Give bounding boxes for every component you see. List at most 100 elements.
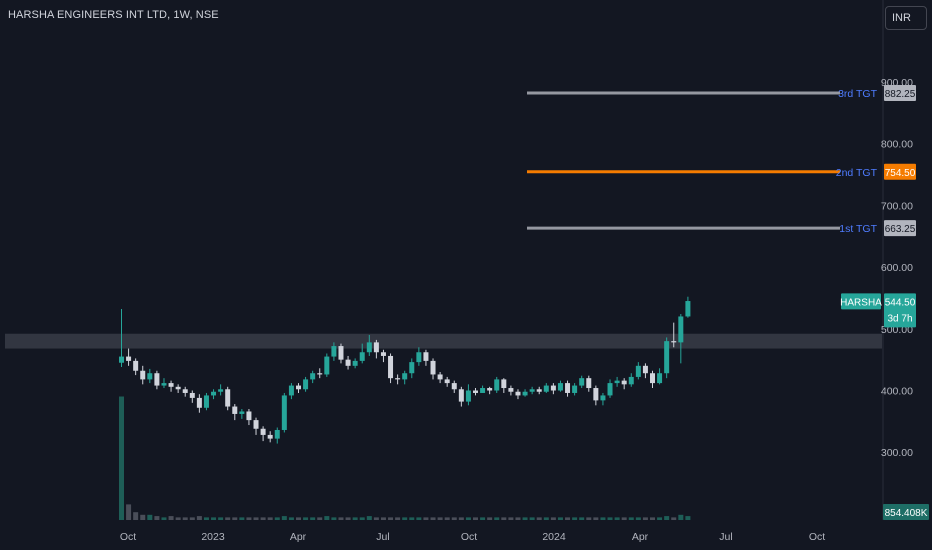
volume-bar <box>331 517 337 520</box>
candle-body <box>246 411 252 421</box>
candle-body <box>642 365 648 374</box>
candle-body <box>430 360 436 375</box>
x-tick-label: Apr <box>290 531 307 543</box>
candle-body <box>232 406 238 414</box>
volume-bar <box>586 517 592 520</box>
x-tick-label: 2023 <box>201 531 225 543</box>
volume-bar <box>225 517 231 520</box>
target-price-value: 754.50 <box>885 168 916 179</box>
candle-body <box>678 316 684 343</box>
candle-body <box>465 390 471 402</box>
x-tick-label: 2024 <box>542 531 566 543</box>
volume-bar <box>628 517 634 520</box>
y-tick-label: 800.00 <box>881 139 913 151</box>
x-tick-label: Oct <box>120 531 136 543</box>
volume-bar <box>607 517 613 520</box>
candle-body <box>253 420 259 429</box>
currency-button[interactable]: INR <box>885 6 927 30</box>
volume-bar <box>359 517 365 520</box>
volume-bar <box>253 517 259 520</box>
volume-bar <box>451 517 457 520</box>
volume-bar <box>402 517 408 520</box>
candle-body <box>685 301 691 317</box>
candle-body <box>487 388 493 391</box>
candle-body <box>380 352 386 356</box>
last-price-tag <box>884 293 916 328</box>
y-tick-label: 300.00 <box>881 447 913 459</box>
target-label: 3rd TGT <box>838 88 877 100</box>
candle-body <box>522 391 528 396</box>
volume-bar <box>288 517 294 520</box>
symbol-tag-text: HARSHA <box>840 297 882 308</box>
volume-bar <box>203 517 209 520</box>
volume-bar <box>232 517 238 520</box>
target-price-tag <box>884 163 916 180</box>
candle-body <box>366 342 372 353</box>
volume-bar <box>119 396 124 520</box>
candle-body <box>494 379 500 391</box>
volume-bar <box>338 517 344 520</box>
volume-bar <box>650 517 655 520</box>
candle-body <box>444 379 450 384</box>
last-price-value: 544.50 <box>885 297 916 308</box>
volume-bar <box>409 517 415 520</box>
candle-body <box>196 397 202 408</box>
volume-bar <box>196 516 202 520</box>
volume-bar <box>182 517 188 520</box>
x-tick-label: Jul <box>376 531 389 543</box>
resistance-zone <box>5 333 882 349</box>
volume-bar <box>140 514 146 520</box>
volume-bar <box>657 517 663 520</box>
volume-bar <box>373 517 379 520</box>
volume-bar <box>437 517 443 520</box>
candle-body <box>133 360 139 371</box>
candle-body <box>480 388 486 393</box>
candle-body <box>550 385 556 391</box>
x-tick-label: Apr <box>632 531 649 543</box>
volume-bar <box>550 517 556 520</box>
candle-body <box>203 395 209 408</box>
volume-bar <box>218 517 224 520</box>
y-tick-label: 600.00 <box>881 262 913 274</box>
candle-body <box>593 388 599 401</box>
volume-bar <box>465 517 471 520</box>
target-price-value: 882.25 <box>885 89 916 100</box>
candle-body <box>600 395 606 401</box>
candle-body <box>345 359 351 366</box>
candle-body <box>154 373 160 386</box>
volume-bar <box>317 517 323 520</box>
candle-body <box>395 378 401 380</box>
candle-body <box>572 385 578 393</box>
candle-body <box>161 383 167 386</box>
volume-bar <box>281 516 287 520</box>
volume-bar <box>579 517 585 520</box>
volume-bar <box>473 517 478 520</box>
volume-bar <box>487 517 493 520</box>
candle-body <box>267 434 273 439</box>
volume-tag <box>883 504 929 520</box>
volume-bar <box>380 517 386 520</box>
candle-body <box>189 392 195 398</box>
volume-bar <box>423 517 429 520</box>
target-price-tag <box>884 220 916 237</box>
y-tick-label: 400.00 <box>881 386 913 398</box>
volume-bar <box>444 517 450 520</box>
target-label: 1st TGT <box>839 223 877 235</box>
candle-body <box>664 341 670 374</box>
volume-bar <box>296 517 301 520</box>
volume-bar <box>572 517 578 520</box>
y-tick-label: 700.00 <box>881 200 913 212</box>
candle-body <box>508 388 514 392</box>
candle-body <box>296 385 301 390</box>
candle-body <box>515 391 521 396</box>
volume-bar <box>614 517 620 520</box>
candle-body <box>458 389 464 402</box>
volume-bar <box>600 517 606 520</box>
candle-body <box>218 389 224 392</box>
candle-body <box>437 374 443 380</box>
candle-body <box>288 385 294 396</box>
symbol-title: HARSHA ENGINEERS INT LTD, 1W, NSE <box>8 9 219 21</box>
volume-bar <box>430 517 436 520</box>
